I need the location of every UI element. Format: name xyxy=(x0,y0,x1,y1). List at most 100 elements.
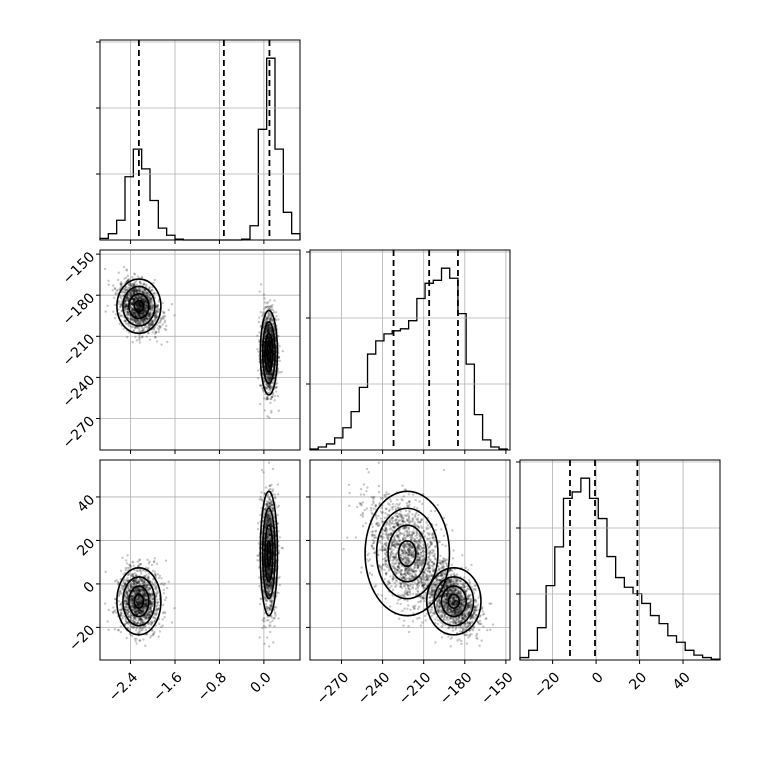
point xyxy=(152,632,155,636)
point xyxy=(136,307,139,310)
point xyxy=(148,324,151,328)
point xyxy=(140,296,143,299)
point xyxy=(135,612,139,616)
point xyxy=(278,359,282,363)
point xyxy=(136,301,140,304)
point xyxy=(151,306,154,309)
point xyxy=(266,329,270,332)
point xyxy=(147,313,150,317)
point xyxy=(270,395,274,399)
point xyxy=(268,339,272,343)
point xyxy=(267,330,270,333)
point xyxy=(160,343,163,346)
point xyxy=(141,329,144,333)
point xyxy=(132,299,135,303)
point xyxy=(138,303,142,306)
point xyxy=(139,305,142,308)
point xyxy=(150,324,153,327)
point xyxy=(138,622,142,625)
point xyxy=(265,302,269,305)
point xyxy=(266,328,270,331)
scatter-points xyxy=(103,461,285,648)
point xyxy=(138,287,141,290)
point xyxy=(268,373,271,376)
point xyxy=(125,596,128,600)
point xyxy=(143,309,146,312)
point xyxy=(144,602,147,605)
point xyxy=(140,306,143,309)
point xyxy=(125,559,128,562)
point xyxy=(139,306,142,309)
point xyxy=(264,371,268,375)
point xyxy=(144,626,147,629)
point xyxy=(268,337,271,340)
point xyxy=(154,575,157,578)
point xyxy=(123,277,126,280)
point xyxy=(124,304,128,308)
point xyxy=(268,339,271,343)
panel-p0-p1: −270−240−210−180−150 xyxy=(60,249,301,454)
point xyxy=(257,320,261,324)
point xyxy=(104,570,107,574)
point xyxy=(138,591,141,595)
point xyxy=(113,628,117,631)
point xyxy=(142,318,145,321)
point xyxy=(137,308,140,311)
point xyxy=(132,583,136,586)
point xyxy=(129,305,132,308)
point xyxy=(135,303,138,306)
point xyxy=(155,613,158,616)
point xyxy=(267,365,270,369)
point xyxy=(275,386,278,389)
point xyxy=(267,365,271,369)
point xyxy=(132,298,136,301)
point xyxy=(124,289,127,292)
point xyxy=(138,308,142,311)
point xyxy=(138,303,141,306)
point xyxy=(136,306,140,309)
point xyxy=(268,316,271,319)
point xyxy=(143,300,146,304)
point xyxy=(132,329,135,332)
point xyxy=(266,415,269,418)
point xyxy=(132,582,135,585)
point xyxy=(142,290,146,294)
point xyxy=(130,317,133,320)
point xyxy=(143,596,146,599)
point xyxy=(163,311,166,314)
point xyxy=(145,616,149,620)
point xyxy=(132,282,136,286)
point xyxy=(143,318,147,322)
point xyxy=(107,608,110,612)
point xyxy=(137,312,141,316)
point xyxy=(149,587,152,591)
point xyxy=(156,590,159,593)
point xyxy=(147,587,150,591)
point xyxy=(269,326,272,330)
point xyxy=(146,292,149,296)
point xyxy=(267,329,270,332)
point xyxy=(153,318,156,322)
point xyxy=(144,302,148,306)
point xyxy=(271,335,274,339)
point xyxy=(154,316,157,319)
point xyxy=(138,337,141,340)
point xyxy=(137,306,140,310)
point xyxy=(114,291,117,295)
point xyxy=(144,604,148,608)
grid xyxy=(100,250,300,450)
point xyxy=(130,598,133,601)
point xyxy=(267,365,271,369)
point xyxy=(135,289,139,292)
point xyxy=(118,295,122,298)
point xyxy=(130,308,134,312)
point xyxy=(131,307,134,311)
point xyxy=(118,608,122,612)
point xyxy=(133,591,136,594)
point xyxy=(135,318,138,322)
point xyxy=(136,304,139,307)
point xyxy=(146,576,150,579)
point xyxy=(148,593,152,596)
point xyxy=(261,386,264,390)
point xyxy=(267,330,270,333)
